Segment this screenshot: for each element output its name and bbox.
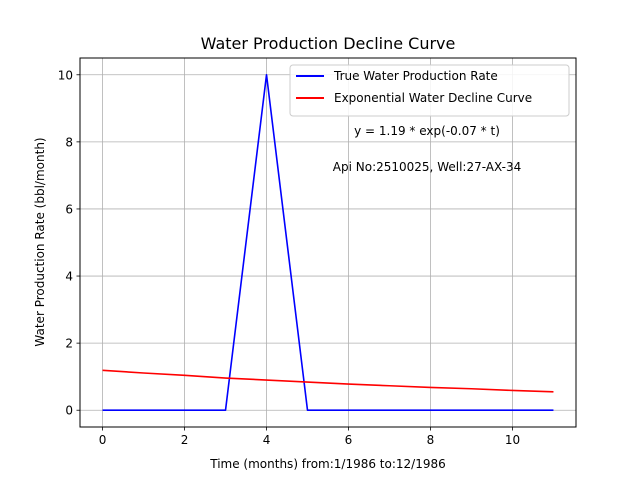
- y-tick-label: 2: [65, 337, 73, 351]
- x-axis-label: Time (months) from:1/1986 to:12/1986: [209, 457, 446, 471]
- legend: True Water Production Rate Exponential W…: [289, 64, 570, 117]
- well-annotation: Api No:2510025, Well:27-AX-34: [333, 160, 521, 174]
- legend-label-decline-curve: Exponential Water Decline Curve: [334, 91, 532, 105]
- y-tick-label: 10: [58, 68, 73, 82]
- x-tick-label: 4: [263, 433, 271, 447]
- y-tick-label: 8: [65, 135, 73, 149]
- plot-frame: [79, 57, 577, 428]
- x-tick-label: 0: [99, 433, 107, 447]
- y-axis-label: Water Production Rate (bbl/month): [33, 137, 47, 346]
- y-tick-label: 6: [65, 202, 73, 216]
- x-tick-label: 8: [427, 433, 435, 447]
- equation-annotation: y = 1.19 * exp(-0.07 * t): [354, 124, 500, 138]
- legend-label-true-rate: True Water Production Rate: [333, 69, 498, 83]
- x-tick-label: 10: [505, 433, 520, 447]
- x-tick-label: 2: [181, 433, 189, 447]
- chart-title: Water Production Decline Curve: [201, 34, 456, 53]
- y-tick-label: 0: [65, 404, 73, 418]
- series-lines: [102, 73, 554, 412]
- series-line-true-rate: [102, 73, 554, 412]
- legend-box: [289, 64, 570, 117]
- x-tick-label: 6: [345, 433, 353, 447]
- axis-ticks: 0 2 4 6 8 10 0 2 4 6 8 10: [58, 68, 520, 447]
- grid: [80, 58, 576, 427]
- series-line-decline-curve: [102, 369, 554, 393]
- y-tick-label: 4: [65, 270, 73, 284]
